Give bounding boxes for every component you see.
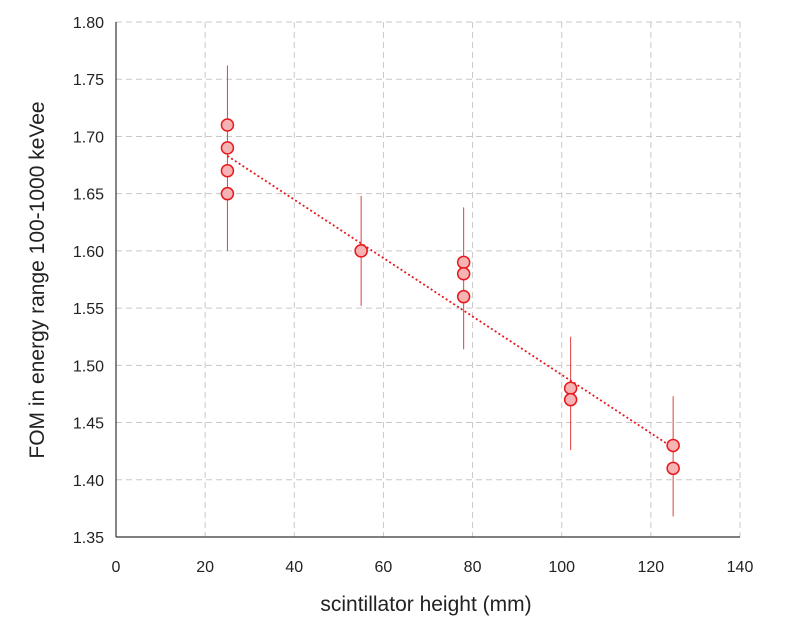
y-tick-label: 1.45 [73,416,104,433]
data-point [220,118,235,132]
x-tick-label: 80 [464,559,482,576]
data-point [666,438,680,453]
x-tick-label: 0 [112,559,121,576]
x-tick-label: 120 [638,559,665,576]
axes [115,22,740,538]
data-point [354,244,368,258]
data-point [563,392,578,407]
y-tick-label: 1.60 [73,244,104,261]
data-point [666,461,680,476]
data-point [563,381,578,395]
y-tick-label: 1.40 [73,473,104,490]
data-point [220,186,235,201]
y-axis-title: FOM in energy range 100-1000 keVee [26,101,49,458]
x-tick-label: 60 [375,559,393,576]
y-tick-label: 1.80 [73,15,104,32]
x-tick-label: 20 [196,559,214,576]
data-point [220,141,235,155]
y-tick-label: 1.55 [73,301,104,318]
trendline [226,155,674,449]
y-tick-labels: 1.35 1.40 1.45 1.50 1.55 1.60 1.65 1.70 1.75 1.80 [73,15,104,547]
data-point [456,289,471,304]
data-point [456,255,471,270]
x-tick-labels: 0 20 40 60 80 100 120 140 [112,559,754,576]
x-tick-label: 140 [727,559,754,576]
x-axis-title: scintillator height (mm) [320,593,531,616]
data-points [220,118,680,476]
y-tick-label: 1.70 [73,129,104,146]
y-tick-label: 1.75 [73,72,104,89]
y-tick-label: 1.50 [73,358,104,375]
x-tick-label: 40 [285,559,303,576]
x-tick-label: 100 [548,559,575,576]
y-tick-label: 1.35 [73,530,104,547]
data-point [456,267,471,281]
data-point [220,164,235,178]
trendline-group [226,155,674,449]
y-tick-label: 1.65 [73,187,104,204]
grid [116,21,741,537]
